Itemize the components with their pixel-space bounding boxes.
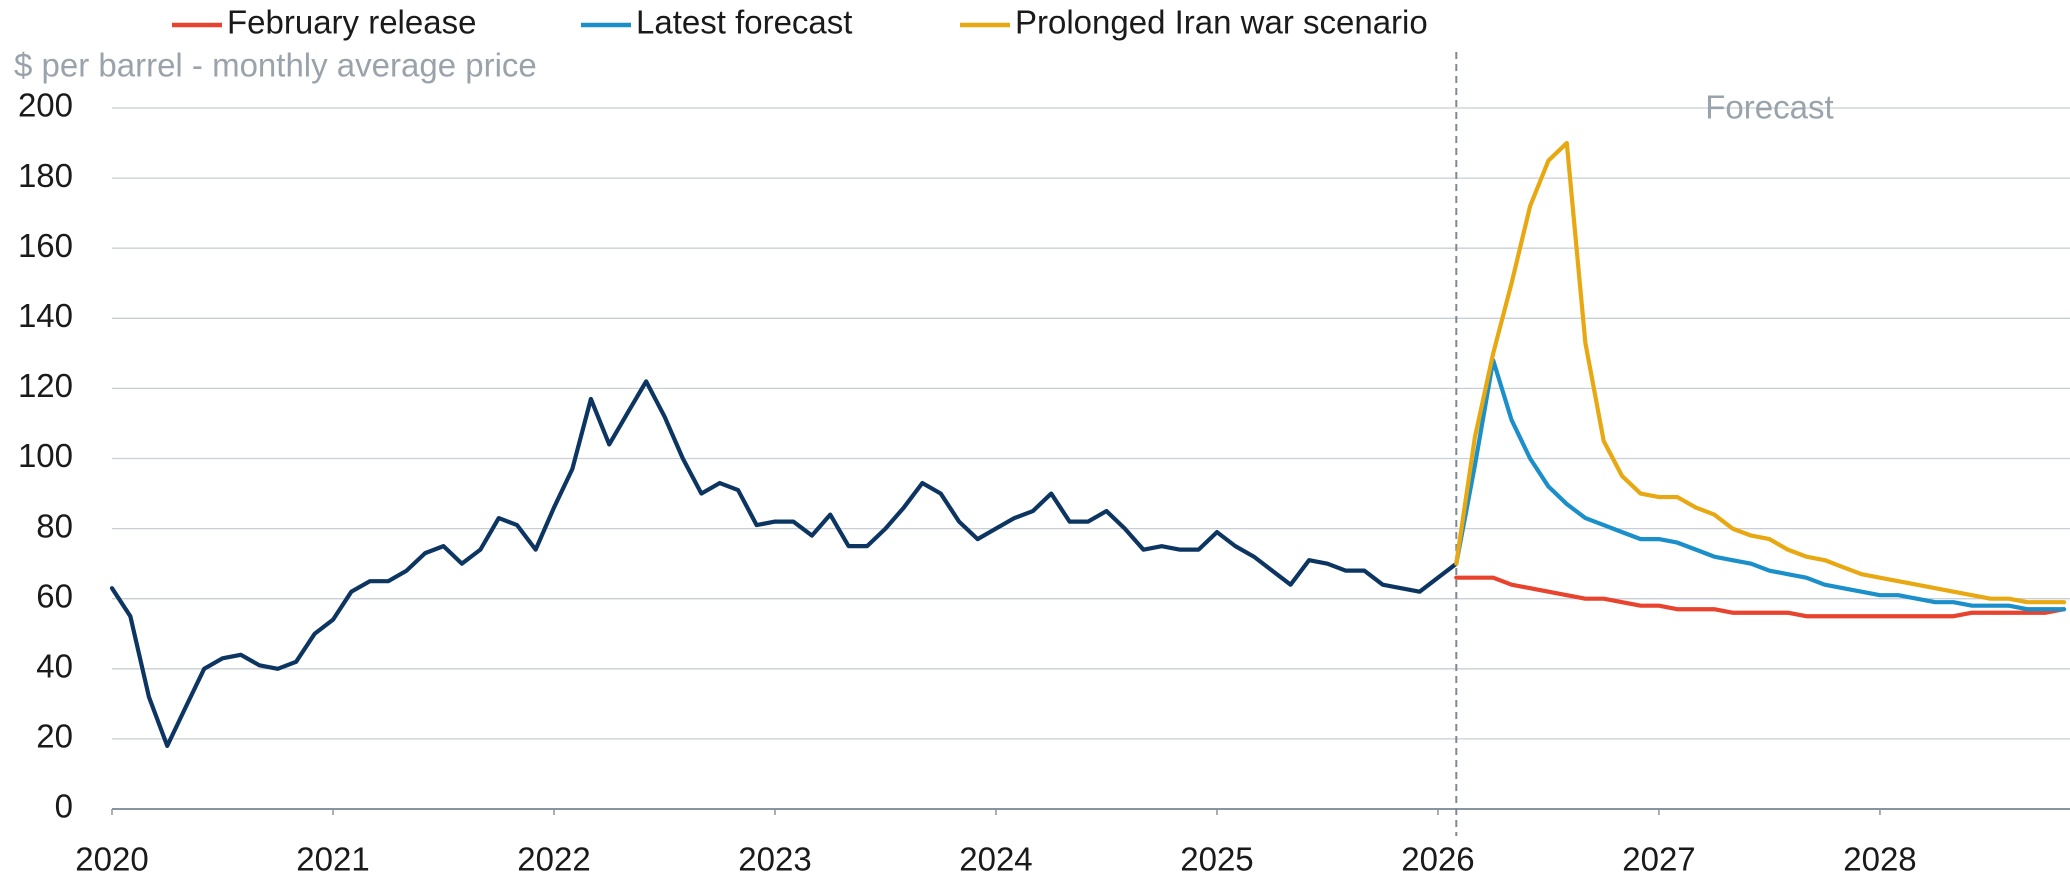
y-tick-label: 200 <box>18 87 73 124</box>
y-tick-label: 80 <box>36 507 73 544</box>
x-tick-label: 2024 <box>959 841 1032 878</box>
series-line <box>1454 140 2067 605</box>
y-tick-label: 120 <box>18 367 73 404</box>
legend-label: February release <box>227 4 476 41</box>
y-tick-label: 40 <box>36 648 73 685</box>
x-tick-label: 2025 <box>1180 841 1253 878</box>
y-tick-label: 140 <box>18 297 73 334</box>
x-tick-label: 2021 <box>296 841 369 878</box>
x-tick-label: 2023 <box>738 841 811 878</box>
y-tick-label: 0 <box>55 788 73 825</box>
y-tick-label: 180 <box>18 157 73 194</box>
y-axis-label: $ per barrel - monthly average price <box>14 47 537 84</box>
x-tick-label: 2028 <box>1843 841 1916 878</box>
y-tick-label: 60 <box>36 577 73 614</box>
x-tick-label: 2027 <box>1622 841 1695 878</box>
y-tick-label: 160 <box>18 227 73 264</box>
series-line <box>109 379 1459 749</box>
series-line <box>1454 575 2067 619</box>
legend-label: Prolonged Iran war scenario <box>1015 4 1428 41</box>
series-line <box>1454 358 2067 612</box>
y-tick-label: 20 <box>36 718 73 755</box>
y-tick-label: 100 <box>18 437 73 474</box>
x-tick-label: 2026 <box>1401 841 1474 878</box>
x-tick-label: 2022 <box>517 841 590 878</box>
legend-label: Latest forecast <box>636 4 852 41</box>
annotation: Forecast <box>1705 89 1833 126</box>
x-tick-label: 2020 <box>75 841 148 878</box>
